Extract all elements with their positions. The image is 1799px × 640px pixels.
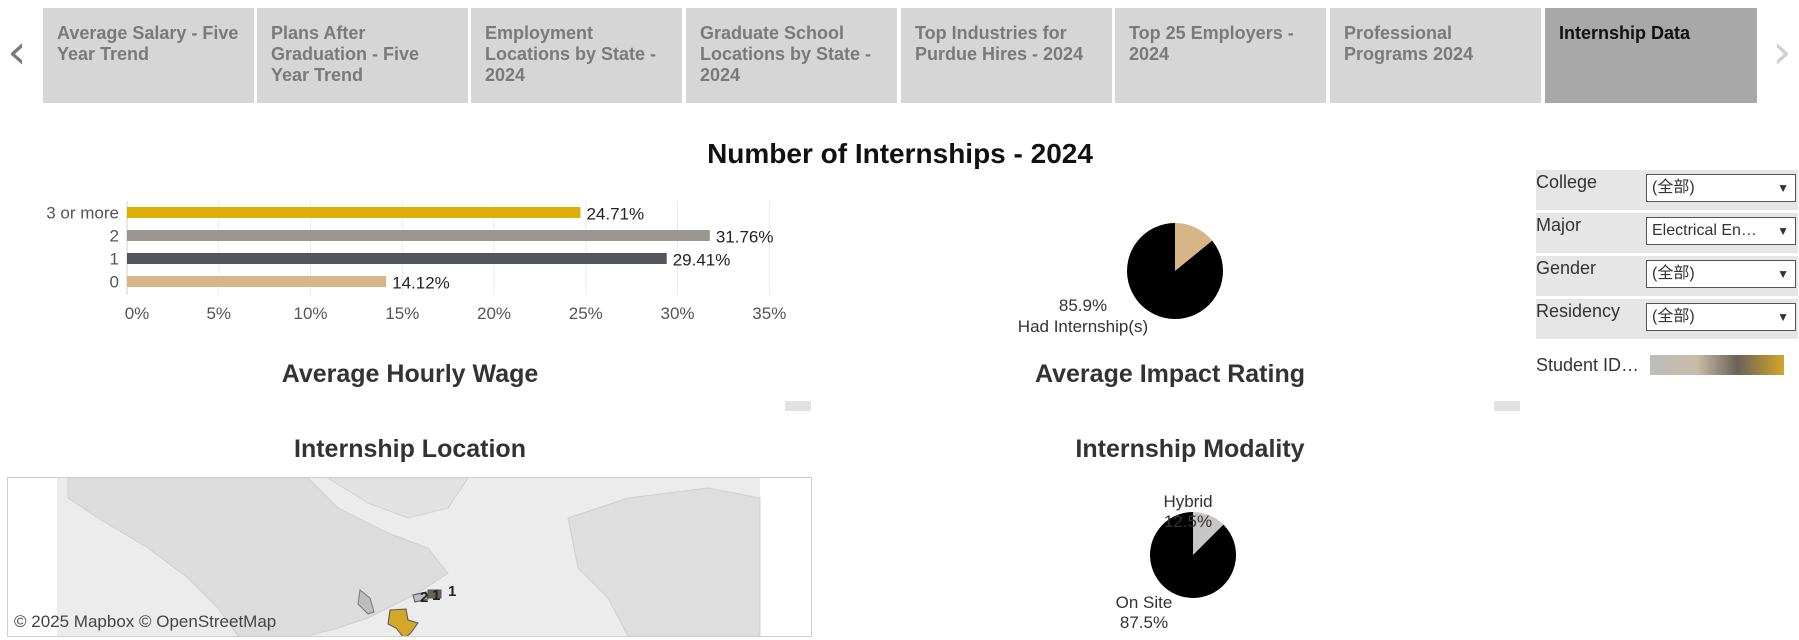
bar-value-label: 14.12% — [392, 274, 450, 293]
pie-category-label: On Site — [1116, 593, 1173, 612]
bar[interactable] — [127, 230, 710, 241]
y-category-label: 2 — [110, 227, 119, 246]
pie-category-label: Had Internship(s) — [1018, 317, 1148, 336]
pie-percent-label: 87.5% — [1120, 613, 1168, 632]
tab-top-industries[interactable]: Top Industries for Purdue Hires - 2024 — [901, 8, 1112, 103]
student-id-color-legend — [1650, 355, 1784, 375]
texas-state — [387, 608, 419, 636]
residency-dropdown-value: (全部) — [1652, 308, 1695, 325]
bar-value-label: 31.76% — [716, 228, 774, 247]
map-count-label: 1 — [432, 587, 440, 604]
major-dropdown-value: Electrical En… — [1652, 222, 1757, 239]
tab-professional-programs[interactable]: Professional Programs 2024 — [1330, 8, 1541, 103]
pie-slice[interactable] — [1193, 512, 1224, 555]
north-america-landmass — [67, 478, 449, 636]
filter-college-label: College — [1536, 172, 1598, 192]
tab-internship-data[interactable]: Internship Data — [1545, 8, 1757, 103]
tab-scroll-right-icon[interactable]: › — [1772, 24, 1792, 80]
x-tick-label: 35% — [752, 304, 786, 323]
filter-residency-label: Residency — [1536, 301, 1621, 321]
filter-major-label: Major — [1536, 215, 1582, 235]
chevron-down-icon: ▼ — [1777, 310, 1789, 324]
internship-location-title: Internship Location — [294, 435, 526, 463]
tab-plans-after-graduation[interactable]: Plans After Graduation - Five Year Trend — [257, 8, 468, 103]
tab-graduate-school-locations[interactable]: Graduate School Locations by State - 202… — [686, 8, 897, 103]
wage-placeholder-box — [785, 401, 811, 411]
average-hourly-wage-title: Average Hourly Wage — [281, 360, 539, 388]
x-tick-label: 0% — [125, 304, 150, 323]
pie-slice[interactable] — [1150, 512, 1236, 598]
had-internship-pie-chart: 85.9% Had Internship(s) — [1018, 223, 1223, 336]
tab-scroll-left-icon[interactable]: ‹ — [7, 24, 27, 80]
y-category-label: 0 — [110, 273, 119, 292]
oklahoma-state — [412, 591, 429, 603]
x-tick-label: 20% — [477, 304, 511, 323]
pie-percent-label: 12.5% — [1164, 512, 1212, 531]
bar-value-label: 29.41% — [673, 251, 731, 270]
y-category-label: 3 or more — [46, 204, 119, 223]
chevron-down-icon: ▼ — [1777, 267, 1789, 281]
x-tick-label: 15% — [385, 304, 419, 323]
average-impact-rating-title: Average Impact Rating — [1035, 360, 1305, 388]
pie-slice[interactable] — [1127, 223, 1223, 319]
internship-count-bar-chart: 0% 5% 10% 15% 20% 25% 30% 35% 3 or more 24.71% 2 31… — [46, 201, 786, 323]
tab-top-employers[interactable]: Top 25 Employers - 2024 — [1115, 8, 1326, 103]
x-tick-label: 5% — [206, 304, 231, 323]
california-state — [357, 589, 375, 615]
gender-dropdown-value: (全部) — [1652, 265, 1695, 282]
map-attribution: © 2025 Mapbox © OpenStreetMap — [14, 612, 277, 631]
map-count-label: 1 — [448, 583, 456, 600]
pie-percent-label: 85.9% — [1059, 296, 1107, 315]
dashboard-tab-bar: ‹ Average Salary - Five Year Trend Plans… — [0, 0, 1799, 112]
filter-gender: Gender (全部) ▼ — [1536, 256, 1798, 296]
tab-average-salary[interactable]: Average Salary - Five Year Trend — [43, 8, 254, 103]
x-tick-label: 25% — [569, 304, 603, 323]
tab-employment-locations[interactable]: Employment Locations by State - 2024 — [471, 8, 682, 103]
bar[interactable] — [127, 207, 581, 218]
chevron-down-icon: ▼ — [1777, 224, 1789, 238]
college-dropdown[interactable]: (全部) ▼ — [1646, 174, 1796, 202]
college-dropdown-value: (全部) — [1652, 179, 1695, 196]
x-tick-label: 30% — [661, 304, 695, 323]
impact-placeholder-box — [1494, 401, 1520, 411]
page-title: Number of Internships - 2024 — [707, 138, 1093, 169]
student-id-legend-label: Student ID… — [1536, 355, 1640, 375]
map-count-label: 2 — [420, 589, 428, 606]
pie-category-label: Hybrid — [1163, 492, 1212, 511]
bar[interactable] — [127, 253, 667, 264]
major-dropdown[interactable]: Electrical En… ▼ — [1646, 217, 1796, 245]
filter-gender-label: Gender — [1536, 258, 1597, 278]
filter-major: Major Electrical En… ▼ — [1536, 213, 1798, 253]
residency-dropdown[interactable]: (全部) ▼ — [1646, 303, 1796, 331]
bar-value-label: 24.71% — [586, 205, 644, 224]
eurasia-landmass — [567, 487, 761, 636]
filter-residency: Residency (全部) ▼ — [1536, 299, 1798, 339]
gender-dropdown[interactable]: (全部) ▼ — [1646, 260, 1796, 288]
chevron-down-icon: ▼ — [1777, 181, 1789, 195]
x-tick-label: 10% — [293, 304, 327, 323]
filter-college: College (全部) ▼ — [1536, 170, 1798, 210]
internship-modality-title: Internship Modality — [1075, 435, 1305, 463]
y-category-label: 1 — [110, 250, 119, 269]
greenland-landmass — [327, 478, 469, 519]
pie-slice[interactable] — [1175, 223, 1213, 271]
bar[interactable] — [127, 276, 387, 287]
tennessee-state — [427, 589, 442, 599]
